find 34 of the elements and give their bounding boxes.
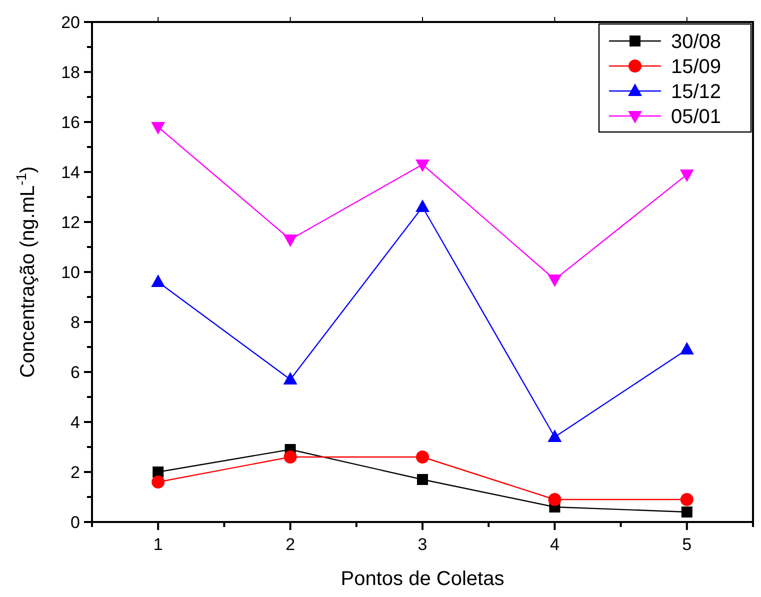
y-tick-label: 12: [61, 212, 80, 232]
x-axis-title: Pontos de Coletas: [340, 568, 504, 590]
y-tick-label: 2: [70, 462, 80, 482]
point: [548, 430, 562, 442]
y-tick-label: 20: [61, 12, 80, 32]
point: [284, 450, 297, 464]
y-tick-label: 0: [70, 512, 80, 532]
x-tick-label: 3: [418, 535, 428, 554]
x-tick-label: 1: [153, 535, 163, 554]
point: [548, 493, 562, 506]
point: [151, 122, 166, 134]
point: [283, 234, 298, 247]
point: [417, 474, 428, 485]
legend-label: 05/01: [671, 106, 722, 128]
x-tick-label: 5: [682, 535, 692, 554]
legend-label: 15/12: [671, 81, 722, 103]
y-tick-label: 14: [61, 162, 80, 182]
point: [416, 160, 430, 172]
x-tick-label: 2: [286, 535, 296, 554]
point: [680, 170, 694, 182]
point: [680, 493, 694, 506]
point: [416, 450, 429, 464]
legend-label: 30/08: [671, 31, 722, 53]
y-tick-label: 8: [70, 312, 80, 332]
y-tick-label: 6: [70, 362, 80, 382]
x-tick-label: 4: [550, 535, 560, 554]
y-tick-label: 18: [61, 62, 80, 82]
point: [152, 476, 165, 488]
legend-label: 15/09: [671, 56, 722, 78]
point: [681, 506, 692, 518]
y-tick-label: 16: [61, 112, 80, 132]
y-tick-label: 4: [70, 412, 80, 432]
point: [548, 274, 562, 287]
y-tick-label: 10: [61, 262, 80, 282]
